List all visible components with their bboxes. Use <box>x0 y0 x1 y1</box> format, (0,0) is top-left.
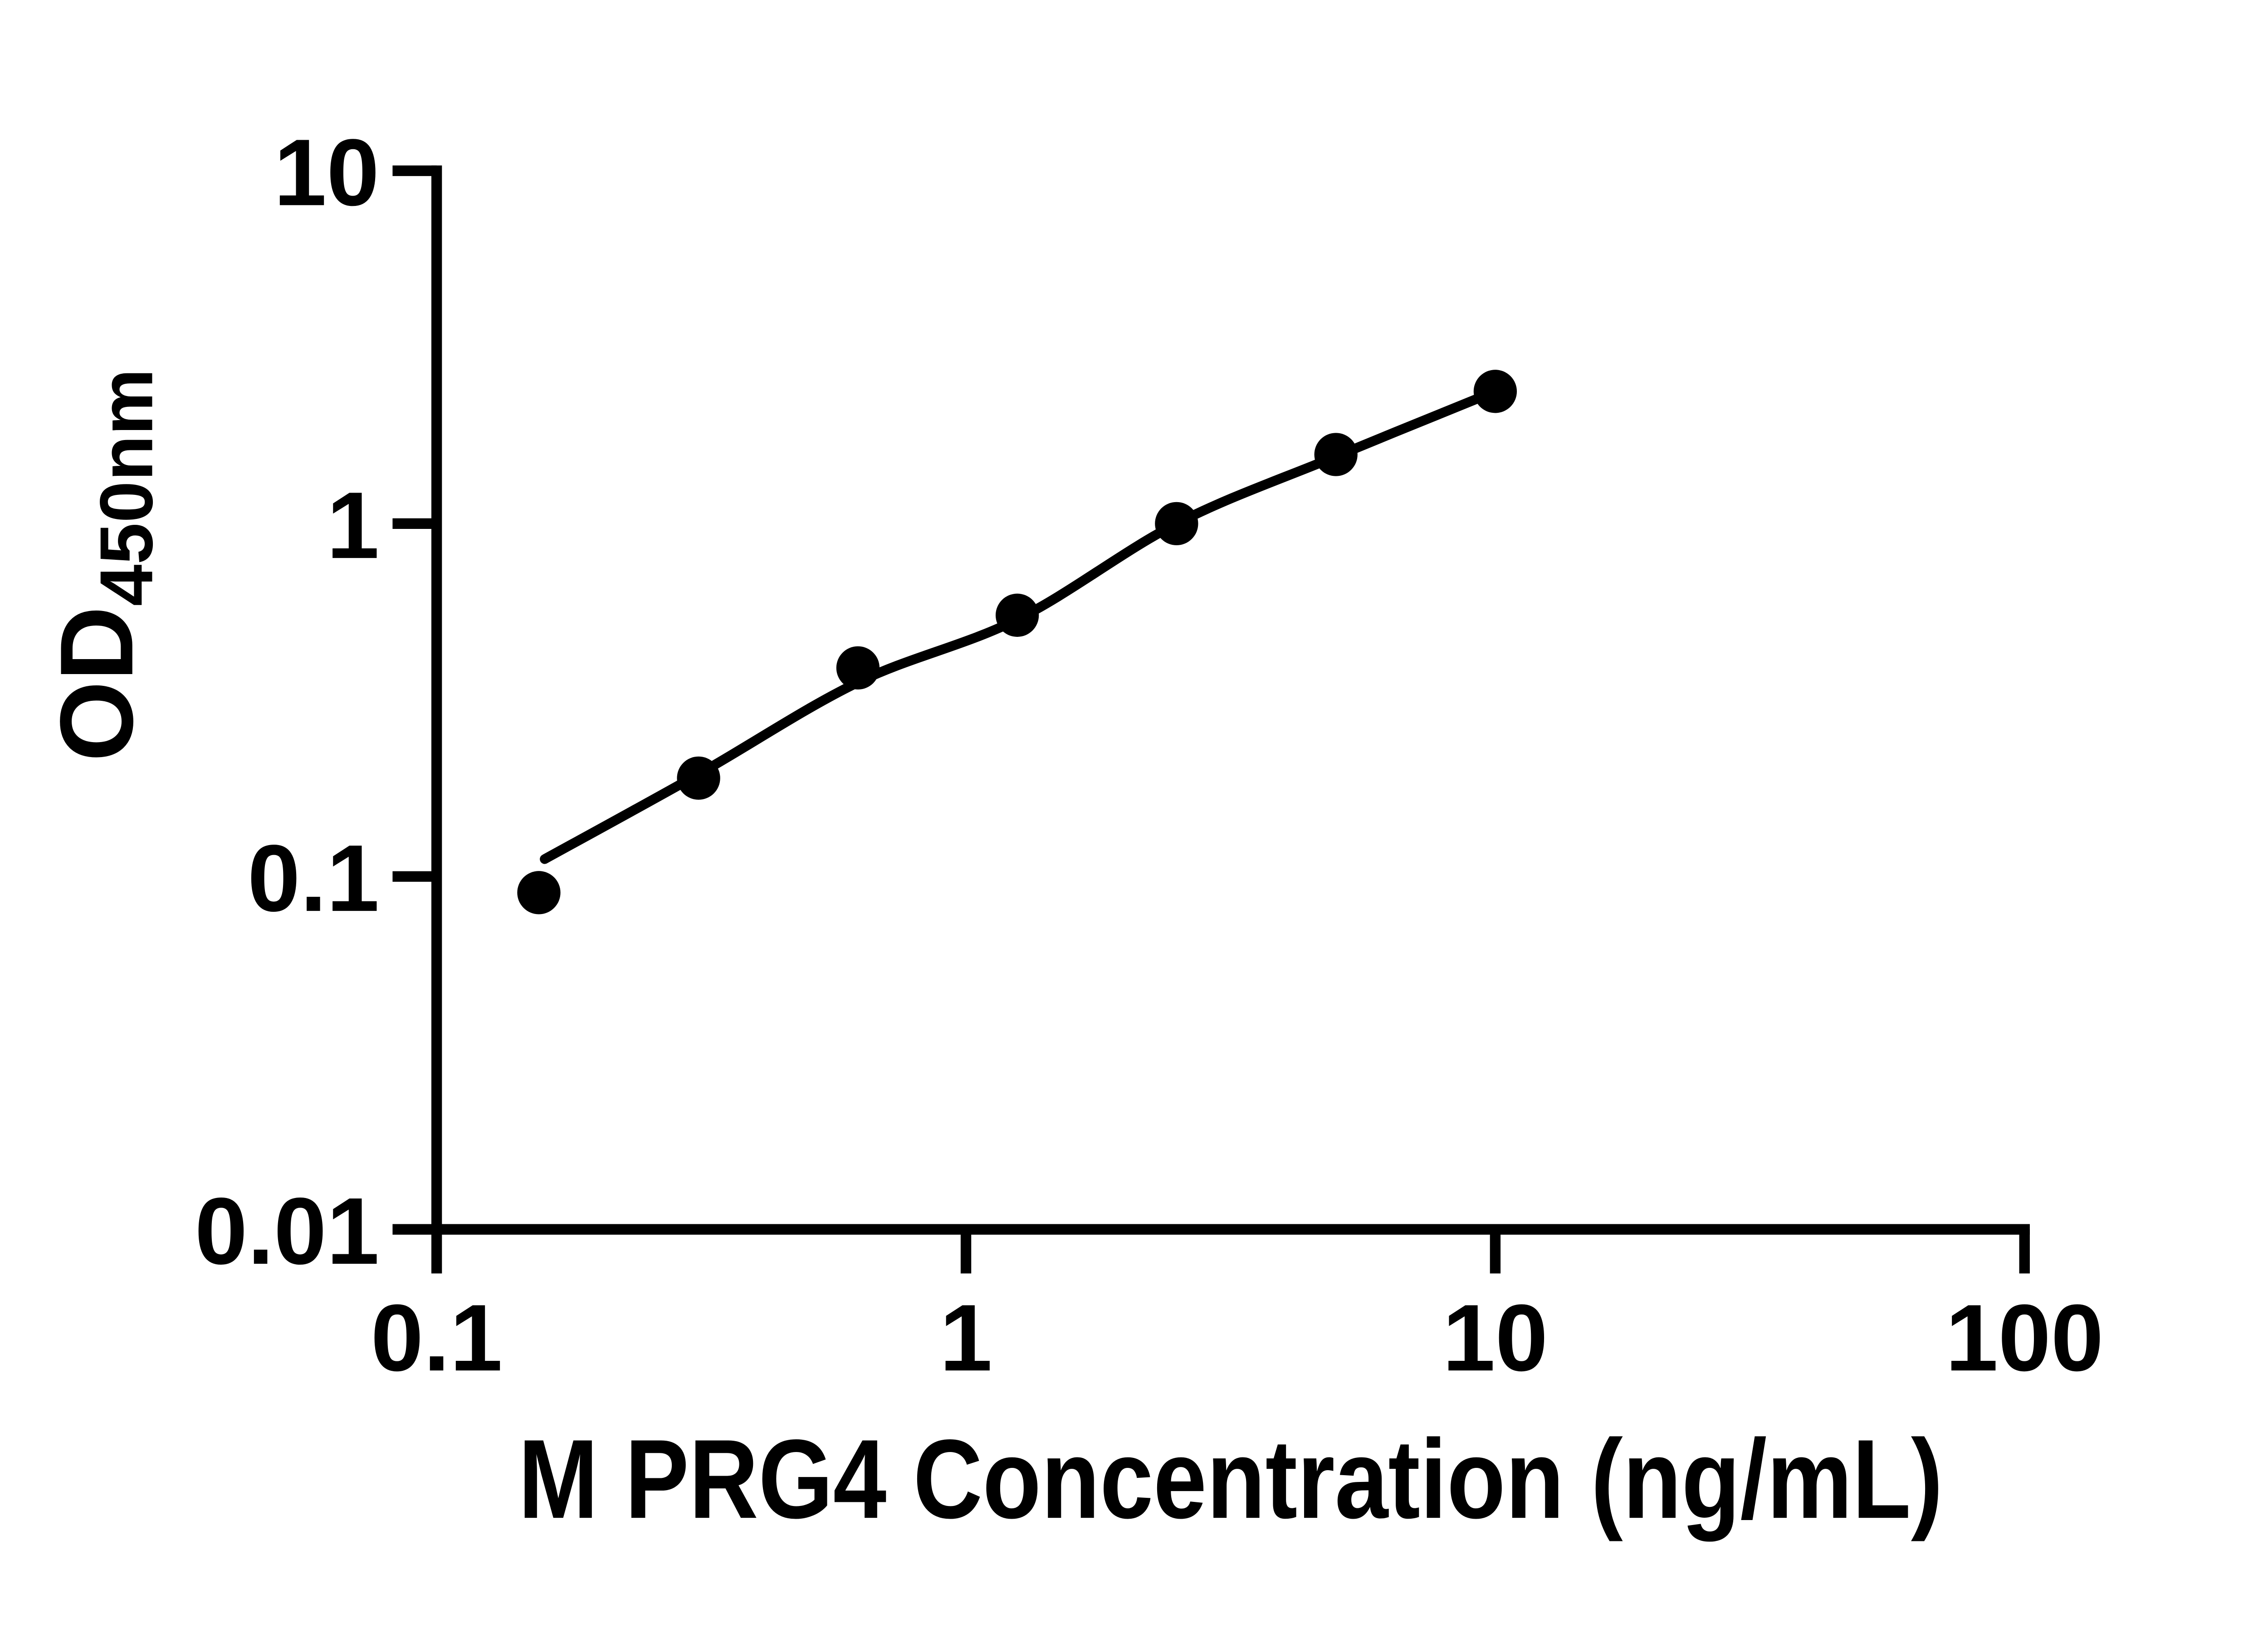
data-point <box>677 756 720 800</box>
data-point <box>995 593 1039 637</box>
x-tick-label: 1 <box>939 1285 992 1391</box>
data-point <box>1473 370 1517 413</box>
x-axis-title: M PRG4 Concentration (ng/mL) <box>518 1416 1943 1542</box>
data-point <box>1155 502 1198 545</box>
y-tick-label: 0.01 <box>195 1178 379 1284</box>
y-tick-label: 0.1 <box>248 826 380 931</box>
data-point <box>517 871 561 914</box>
x-tick-label: 100 <box>1945 1285 2104 1391</box>
y-axis-title-main: OD <box>39 606 155 762</box>
y-tick-label: 10 <box>274 120 380 225</box>
data-point <box>836 646 880 690</box>
x-tick-label: 0.1 <box>371 1285 503 1391</box>
data-point <box>1314 433 1358 476</box>
x-tick-label: 10 <box>1442 1285 1548 1391</box>
y-axis-title: OD450nm <box>39 368 169 762</box>
y-axis-title-subscript: 450nm <box>84 368 168 606</box>
y-tick-label: 1 <box>327 473 379 578</box>
